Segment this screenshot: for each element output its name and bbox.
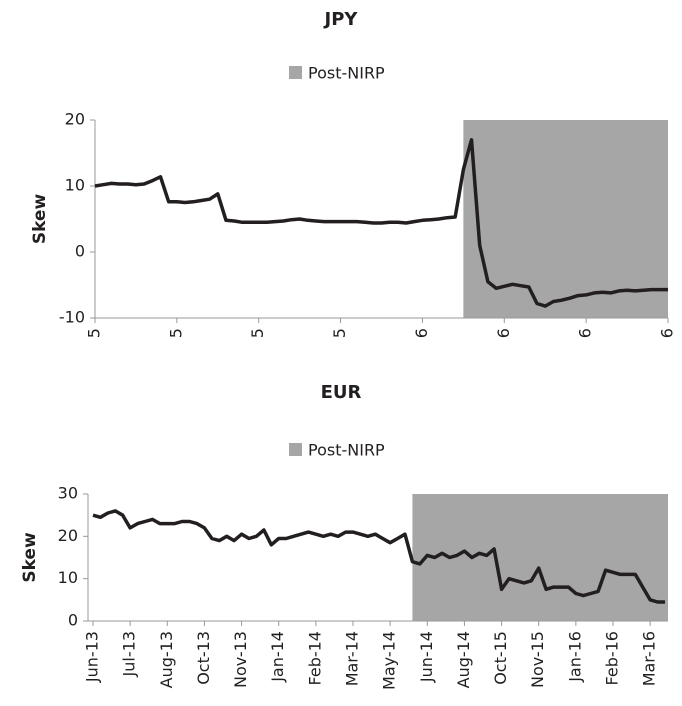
x-tick-label: Feb-16 — [603, 631, 622, 685]
x-tick-label: Mar-14 — [343, 631, 362, 686]
y-tick-label: 20 — [58, 526, 78, 545]
chart-title: EUR — [321, 382, 362, 403]
y-tick-label: 30 — [58, 484, 78, 503]
legend-swatch — [289, 443, 302, 456]
y-tick-label: 10 — [58, 568, 78, 587]
x-tick-label: Nov-13 — [231, 631, 250, 688]
y-tick-label: 0 — [75, 242, 85, 261]
y-tick-label: 0 — [68, 611, 78, 630]
x-tick-label: May-14 — [380, 631, 399, 690]
x-tick-label: Oct-13 — [194, 631, 213, 685]
x-tick-label: Aug-14 — [454, 631, 473, 688]
x-tick-label: Jan-16 — [565, 631, 584, 683]
x-tick-label: Jun-13 — [83, 631, 102, 683]
x-tick-label: Oct-15 — [491, 631, 510, 685]
legend-label: Post-NIRP — [308, 64, 385, 83]
legend-label: Post-NIRP — [308, 441, 385, 460]
x-tick-label: Jul-13 — [120, 631, 139, 677]
skew-line — [94, 138, 668, 308]
x-tick-label: Nov-15 — [528, 631, 547, 688]
x-tick-label: 6 — [494, 328, 513, 338]
skew-line — [92, 509, 665, 604]
chart-title: JPY — [323, 9, 359, 30]
x-tick-label: Mar-16 — [640, 631, 659, 686]
y-axis-label: Skew — [30, 194, 50, 245]
x-tick-label: Aug-13 — [157, 631, 176, 688]
post-nirp-span — [463, 120, 668, 318]
x-tick-label: Jan-14 — [268, 631, 287, 683]
y-axis-label: Skew — [20, 532, 40, 583]
x-tick-label: 5 — [330, 328, 349, 338]
x-tick-label: 6 — [412, 328, 431, 338]
x-tick-label: Jun-14 — [417, 631, 436, 683]
x-tick-label: 5 — [85, 328, 104, 338]
legend-swatch — [289, 66, 302, 79]
x-tick-label: Feb-14 — [305, 631, 324, 685]
x-tick-label: 6 — [576, 328, 595, 338]
y-tick-label: 10 — [65, 176, 85, 195]
y-tick-label: 20 — [65, 110, 85, 129]
y-tick-label: -10 — [59, 308, 85, 327]
x-tick-label: 6 — [658, 328, 677, 338]
x-tick-label: 5 — [248, 328, 267, 338]
x-tick-label: 5 — [166, 328, 185, 338]
